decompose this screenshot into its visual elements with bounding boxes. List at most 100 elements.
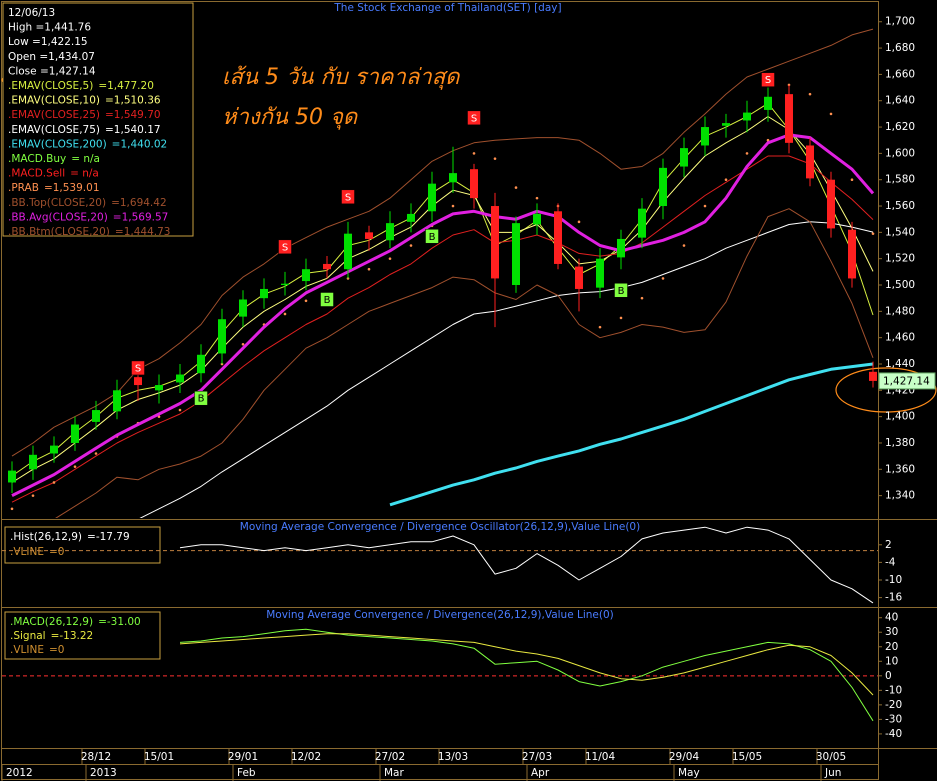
legend-name: .EMAV(CLOSE,10) xyxy=(8,95,100,107)
sar-dot xyxy=(619,316,623,320)
candle-body xyxy=(260,288,268,299)
sar-dot xyxy=(283,312,287,316)
legend-value: =-31.00 xyxy=(98,616,141,628)
legend-name: .BB.Top(CLOSE,20) xyxy=(8,197,106,209)
legend-name: .MACD.Buy xyxy=(8,153,66,165)
candle-body xyxy=(281,283,289,286)
candle-body xyxy=(134,377,142,386)
y-tick-label: -4 xyxy=(885,556,896,568)
signal-marker xyxy=(467,110,481,126)
sar-dot xyxy=(766,138,770,142)
y-tick-label: 1,540 xyxy=(885,226,915,238)
chart-title: The Stock Exchange of Thailand(SET) [day… xyxy=(333,2,561,14)
sar-dot xyxy=(724,178,728,182)
sar-dot xyxy=(808,92,812,96)
y-tick-label: 1,440 xyxy=(885,358,915,370)
last-price-label: 1,427.14 xyxy=(883,375,930,387)
legend-name: .BB.Btm(CLOSE,20) xyxy=(8,226,110,238)
y-tick-label: 2 xyxy=(885,539,892,551)
y-tick-label: 1,660 xyxy=(885,68,915,80)
month-label: Apr xyxy=(531,767,550,779)
sar-dot xyxy=(451,204,455,208)
candle-body xyxy=(407,213,415,222)
sar-dot xyxy=(304,299,308,303)
indicator-line xyxy=(179,628,874,722)
signal-marker xyxy=(425,229,439,244)
signal-marker xyxy=(761,72,775,87)
sar-dot xyxy=(346,277,350,280)
candle-body xyxy=(344,233,352,270)
candle-body xyxy=(680,148,688,167)
candle-body xyxy=(827,179,835,229)
legend-name: .Signal xyxy=(10,630,46,642)
legend-name: .EMAV(CLOSE,25) xyxy=(8,109,100,121)
candle-body xyxy=(176,374,184,383)
y-tick-label: 1,480 xyxy=(885,305,915,317)
y-tick-label: 10 xyxy=(885,655,898,667)
legend-value: =1,510.36 xyxy=(105,95,161,107)
signal-label: B xyxy=(429,232,436,243)
y-tick-label: -10 xyxy=(885,574,902,586)
candle-body xyxy=(491,206,499,279)
y-tick-label: 1,620 xyxy=(885,121,915,133)
x-tick-label: 15/05 xyxy=(732,751,762,763)
candle-body xyxy=(386,223,394,241)
candle-body xyxy=(785,94,793,143)
candle-body xyxy=(155,385,163,391)
legend-value: =1,549.70 xyxy=(105,109,161,121)
y-tick-label: 1,500 xyxy=(885,279,915,291)
annotation: เส้น 5 วัน กับ ราคาล่าสุด xyxy=(222,65,461,90)
panel-title: Moving Average Convergence / Divergence(… xyxy=(266,609,614,621)
legend-name: .PRAB xyxy=(8,182,39,194)
sar-dot xyxy=(850,178,854,182)
candle-body xyxy=(659,167,667,207)
candle-body xyxy=(218,319,226,354)
month-label: Mar xyxy=(384,767,404,779)
indicator-line xyxy=(139,221,874,518)
y-tick-label: 1,400 xyxy=(885,411,915,423)
signal-label: S xyxy=(282,242,288,253)
signal-label: B xyxy=(324,295,331,306)
x-tick-label: 13/03 xyxy=(438,751,468,763)
x-tick-label: 29/04 xyxy=(669,751,700,763)
panel-plot xyxy=(2,526,878,604)
candle-body xyxy=(806,145,814,179)
y-tick-label: 1,460 xyxy=(885,332,915,344)
signal-label: B xyxy=(618,286,625,297)
candle-body xyxy=(29,454,37,470)
legend-value: =1,540.17 xyxy=(105,124,161,136)
x-tick-label: 27/03 xyxy=(522,751,552,763)
signal-marker xyxy=(614,283,628,298)
legend-name: High =1,441.76 xyxy=(8,22,91,34)
x-tick-label: 30/05 xyxy=(816,751,846,763)
candle-body xyxy=(575,266,583,289)
candle-body xyxy=(596,258,604,288)
y-tick-label: 1,520 xyxy=(885,253,915,265)
legend-box xyxy=(2,2,194,237)
y-tick-label: -40 xyxy=(885,728,902,740)
candle-body xyxy=(743,112,751,121)
y-tick-label: 0 xyxy=(885,670,892,682)
legend-value: =-13.22 xyxy=(51,630,94,642)
y-tick-label: 1,360 xyxy=(885,463,915,475)
indicator-line xyxy=(11,28,874,457)
y-tick-label: 1,560 xyxy=(885,200,915,212)
sar-dot xyxy=(577,220,581,224)
y-tick-label: -10 xyxy=(885,684,902,696)
indicator-line xyxy=(55,208,874,518)
legend-value: =-17.79 xyxy=(87,531,130,543)
candle-body xyxy=(701,127,709,146)
last-price-box xyxy=(878,372,936,390)
legend-name: .MACD(26,12,9) xyxy=(10,616,93,628)
sar-dot xyxy=(871,232,875,235)
y-tick-label: 40 xyxy=(885,612,898,624)
signal-label: S xyxy=(471,113,477,124)
signal-label: S xyxy=(135,363,141,374)
sar-dot xyxy=(178,408,182,412)
y-tick-label: 1,640 xyxy=(885,95,915,107)
y-tick-label: 1,700 xyxy=(885,16,915,28)
y-tick-label: -16 xyxy=(885,592,902,604)
candle-body xyxy=(239,299,247,317)
panel-plot xyxy=(2,628,878,722)
